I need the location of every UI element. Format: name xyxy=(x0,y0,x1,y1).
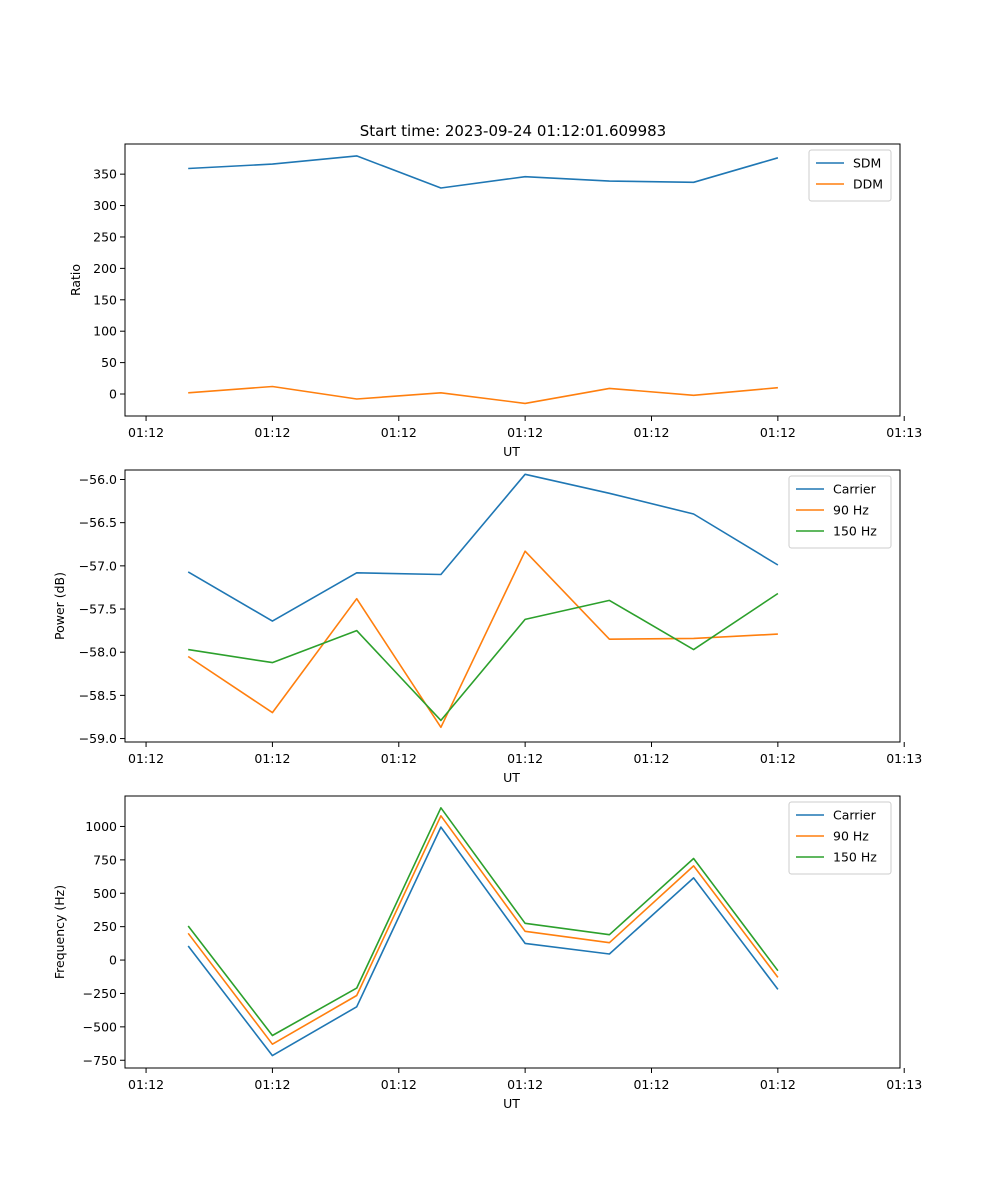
x-axis-label: UT xyxy=(503,444,520,459)
y-tick-label: −58.0 xyxy=(79,645,117,660)
series-line-150-hz xyxy=(187,806,779,1037)
y-tick-label: 0 xyxy=(109,953,117,968)
x-tick-label: 01:12 xyxy=(128,425,164,440)
y-tick-label: 300 xyxy=(93,198,117,213)
chart-panel-1: 0 50 100 150 200 250 300 350 01:12 01:12 01:12 01:1… xyxy=(68,143,922,459)
legend-label: 90 Hz xyxy=(833,829,869,844)
y-tick-label: −59.0 xyxy=(79,731,117,746)
x-tick-label: 01:12 xyxy=(760,1077,796,1092)
y-tick-label: 200 xyxy=(93,261,117,276)
y-tick-label: 750 xyxy=(93,852,117,867)
y-axis-label: Power (dB) xyxy=(52,572,67,640)
series-line-sdm xyxy=(188,155,779,189)
x-tick-label: 01:12 xyxy=(507,1077,543,1092)
x-tick-label: 01:12 xyxy=(633,425,669,440)
panels: 0 50 100 150 200 250 300 350 01:12 01:12 01:12 01:1… xyxy=(52,143,922,1111)
x-tick-label: 01:12 xyxy=(254,751,290,766)
series-line-ddm xyxy=(188,385,778,405)
legend-label: 150 Hz xyxy=(833,524,877,539)
y-tick-label: −57.5 xyxy=(79,602,117,617)
y-tick-label: −56.5 xyxy=(79,515,117,530)
x-tick-label: 01:12 xyxy=(381,1077,417,1092)
x-tick-label: 01:12 xyxy=(633,1077,669,1092)
y-tick-label: −250 xyxy=(83,986,117,1001)
x-tick-label: 01:12 xyxy=(760,751,796,766)
y-tick-label: 1000 xyxy=(85,819,117,834)
y-axis-label: Ratio xyxy=(68,264,83,296)
x-tick-label: 01:13 xyxy=(886,1077,922,1092)
y-tick-label: 250 xyxy=(93,229,117,244)
y-tick-label: −750 xyxy=(83,1053,117,1068)
axes-frame xyxy=(124,469,901,743)
y-tick-label: −57.0 xyxy=(79,558,117,573)
x-tick-label: 01:13 xyxy=(886,425,922,440)
chart-panel-3: −750 −500 −250 0 250 500 750 1000 01:12 01:12 01:1… xyxy=(52,795,922,1111)
figure-title: Start time: 2023-09-24 01:12:01.609983 xyxy=(360,122,666,140)
x-tick-label: 01:12 xyxy=(381,425,417,440)
y-tick-label: −56.0 xyxy=(79,472,117,487)
y-tick-label: 0 xyxy=(109,387,117,402)
legend-label: Carrier xyxy=(833,482,877,497)
y-tick-label: 150 xyxy=(93,292,117,307)
x-axis-label: UT xyxy=(503,770,520,785)
legend-label: DDM xyxy=(853,177,883,192)
axes-frame xyxy=(124,795,901,1069)
x-axis-label: UT xyxy=(503,1096,520,1111)
x-tick-label: 01:12 xyxy=(507,751,543,766)
y-axis-label: Frequency (Hz) xyxy=(52,885,67,979)
x-tick-label: 01:12 xyxy=(128,751,164,766)
x-tick-label: 01:12 xyxy=(128,1077,164,1092)
y-tick-label: 350 xyxy=(93,167,117,182)
series-line-carrier xyxy=(187,473,779,622)
y-tick-label: −500 xyxy=(83,1019,117,1034)
legend-box xyxy=(788,801,892,875)
legend-label: 150 Hz xyxy=(833,850,877,865)
x-tick-label: 01:13 xyxy=(886,751,922,766)
x-tick-label: 01:12 xyxy=(633,751,669,766)
y-tick-label: −58.5 xyxy=(79,688,117,703)
x-tick-label: 01:12 xyxy=(507,425,543,440)
y-tick-label: 500 xyxy=(93,886,117,901)
x-tick-label: 01:12 xyxy=(381,751,417,766)
legend-label: Carrier xyxy=(833,808,877,823)
legend-box xyxy=(788,475,892,549)
x-tick-label: 01:12 xyxy=(254,1077,290,1092)
legend-label: 90 Hz xyxy=(833,503,869,518)
series-line-150-hz xyxy=(188,592,779,722)
legend-label: SDM xyxy=(853,156,881,171)
series-line-90-hz xyxy=(187,550,778,729)
y-tick-label: 250 xyxy=(93,919,117,934)
y-tick-label: 100 xyxy=(93,324,117,339)
axes-frame xyxy=(124,143,901,417)
chart-panel-2: −59.0 −58.5 −58.0 −57.5 −57.0 −56.5 −56.0 01:12… xyxy=(52,469,922,785)
series-line-carrier xyxy=(187,826,779,1057)
x-tick-label: 01:12 xyxy=(760,425,796,440)
series-line-90-hz xyxy=(187,814,779,1045)
y-tick-label: 50 xyxy=(101,355,117,370)
x-tick-label: 01:12 xyxy=(254,425,290,440)
